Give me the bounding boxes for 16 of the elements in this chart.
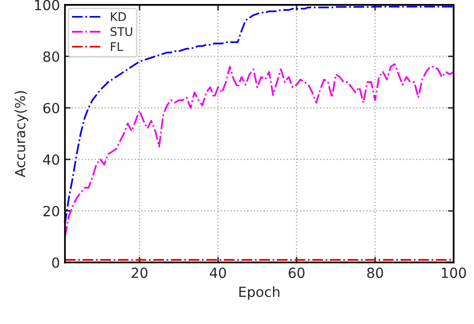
y-tick-label: 40 (43, 154, 60, 165)
x-axis-title: Epoch (239, 286, 280, 300)
y-tick-label: 60 (43, 102, 60, 114)
x-tick-label: 100 (442, 268, 466, 278)
legend-label: FL (110, 42, 124, 51)
x-tick-label: 80 (367, 268, 384, 278)
legend-label: KD (110, 12, 126, 21)
x-tick-label: 60 (288, 268, 304, 278)
x-tick-label: 20 (132, 268, 148, 278)
y-tick-label: 80 (43, 51, 60, 62)
y-tick-label: 100 (35, 0, 60, 10)
y-axis-title: Accuracy(%) (14, 91, 28, 178)
y-tick-label: 20 (43, 206, 60, 216)
x-tick-label: 40 (210, 268, 226, 278)
y-tick-label: 0 (52, 257, 60, 268)
legend-label: STU (110, 27, 132, 36)
